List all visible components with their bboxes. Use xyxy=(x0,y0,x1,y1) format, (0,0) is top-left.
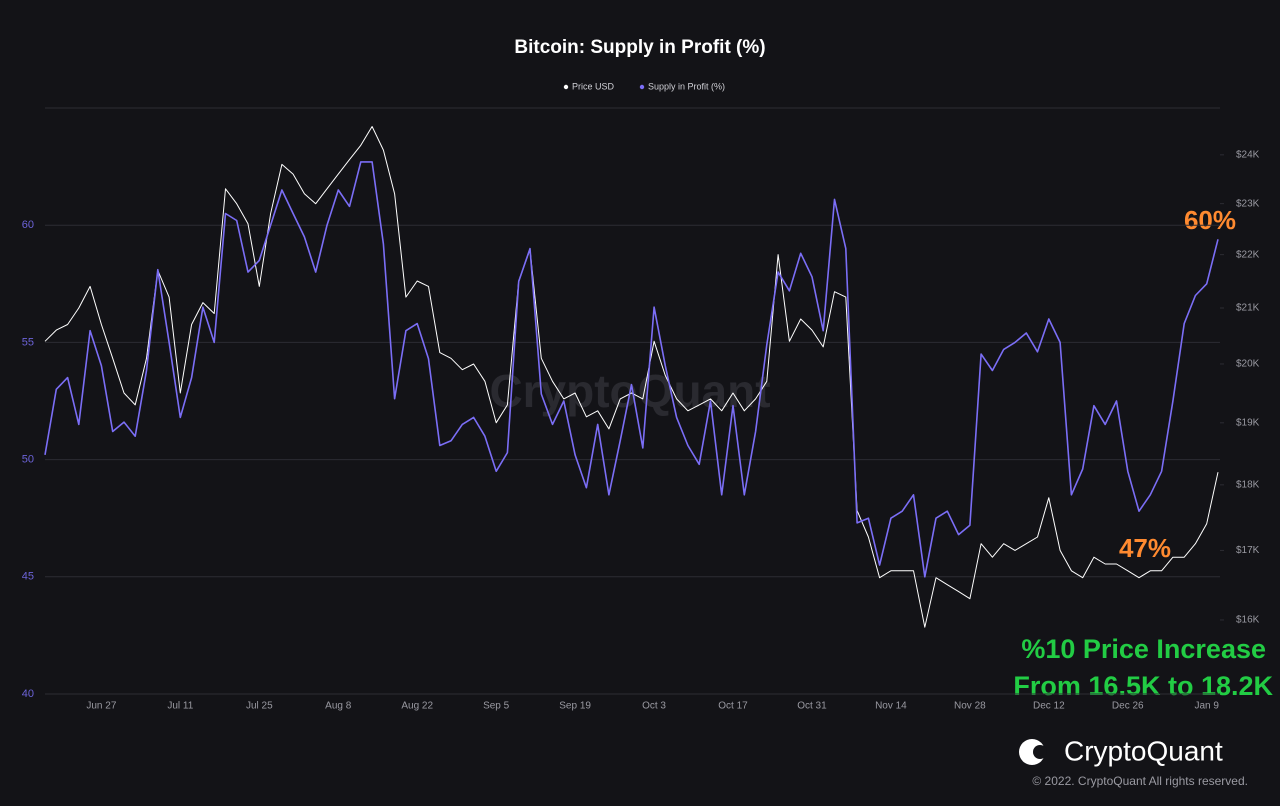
x-tick-label: Jun 27 xyxy=(86,701,116,712)
y2-tick-label: $16K xyxy=(1236,615,1260,626)
y-tick-label: 45 xyxy=(22,571,34,583)
y2-tick-label: $21K xyxy=(1236,303,1260,314)
x-tick-label: Dec 12 xyxy=(1033,701,1065,712)
x-tick-label: Sep 19 xyxy=(559,701,591,712)
annotation: From 16.5K to 18.2K xyxy=(1013,671,1273,701)
y-tick-label: 55 xyxy=(22,336,34,348)
legend-label: Supply in Profit (%) xyxy=(648,81,725,91)
chart-title: Bitcoin: Supply in Profit (%) xyxy=(514,37,765,58)
y2-tick-label: $17K xyxy=(1236,545,1260,556)
annotation: 47% xyxy=(1119,533,1171,563)
x-tick-label: Nov 14 xyxy=(875,701,907,712)
brand-logo: CryptoQuant xyxy=(1019,735,1223,766)
y2-tick-label: $24K xyxy=(1236,149,1260,160)
x-tick-label: Sep 5 xyxy=(483,701,510,712)
y2-tick-label: $23K xyxy=(1236,198,1260,209)
x-tick-label: Oct 17 xyxy=(718,701,748,712)
x-tick-label: Nov 28 xyxy=(954,701,986,712)
annotation: 60% xyxy=(1184,205,1236,235)
x-tick-label: Jul 25 xyxy=(246,701,273,712)
legend-marker xyxy=(563,84,569,90)
copyright: © 2022. CryptoQuant All rights reserved. xyxy=(1032,774,1248,788)
x-tick-label: Aug 22 xyxy=(401,701,433,712)
series-line xyxy=(44,126,1219,628)
legend-label: Price USD xyxy=(572,81,615,91)
logo-icon-cut xyxy=(1033,745,1047,759)
x-tick-label: Jan 9 xyxy=(1194,701,1219,712)
y2-tick-label: $19K xyxy=(1236,417,1260,428)
y2-tick-label: $22K xyxy=(1236,249,1260,260)
legend-marker xyxy=(639,84,645,90)
brand-name: CryptoQuant xyxy=(1064,735,1223,766)
y-tick-label: 60 xyxy=(22,219,34,231)
series-line xyxy=(44,161,1219,578)
annotation: %10 Price Increase xyxy=(1021,634,1266,664)
y2-tick-label: $20K xyxy=(1236,359,1260,370)
x-tick-label: Oct 31 xyxy=(797,701,827,712)
x-tick-label: Oct 3 xyxy=(642,701,666,712)
y-tick-label: 40 xyxy=(22,688,34,700)
y2-tick-label: $18K xyxy=(1236,479,1260,490)
x-tick-label: Aug 8 xyxy=(325,701,352,712)
y-tick-label: 50 xyxy=(22,454,34,466)
x-tick-label: Jul 11 xyxy=(167,701,193,712)
x-tick-label: Dec 26 xyxy=(1112,701,1144,712)
